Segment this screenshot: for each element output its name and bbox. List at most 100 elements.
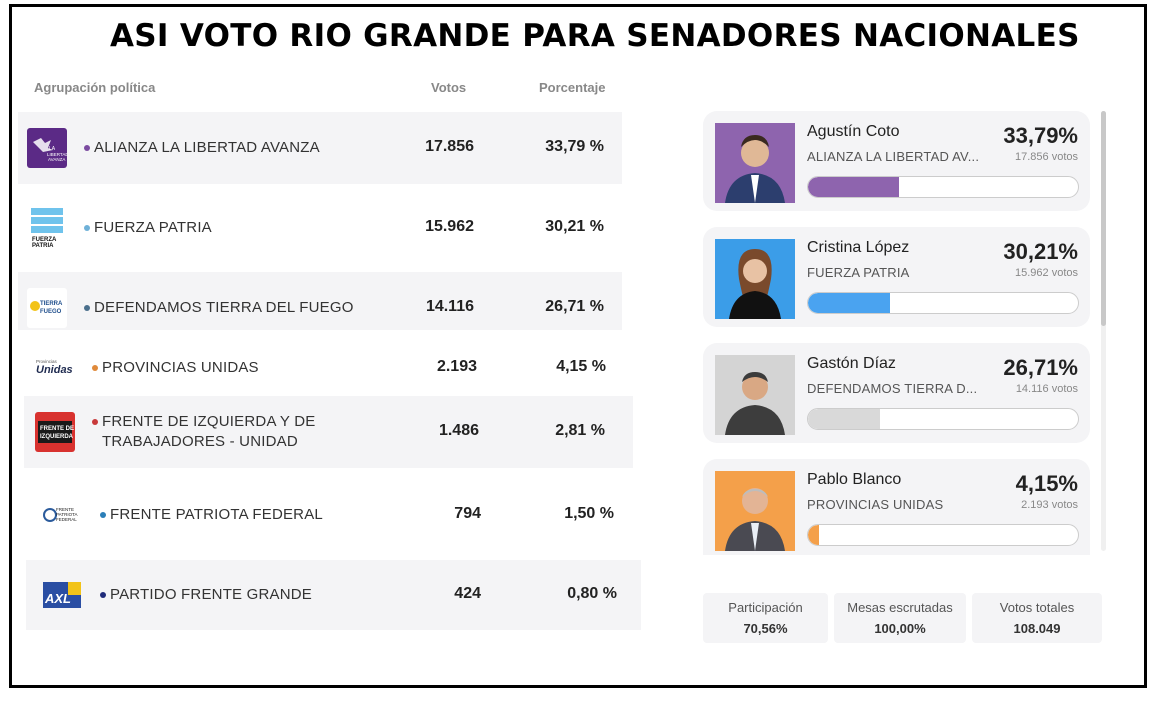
votes-column-header: Votos [431,80,467,95]
svg-text:LIBERTAD: LIBERTAD [47,152,67,157]
stat-label: Votos totales [999,600,1075,615]
candidate-photo [715,239,795,319]
candidate-name: Cristina López [807,239,910,256]
party-name: FUERZA PATRIA [94,219,212,236]
candidate-percent: 30,21% [1003,239,1078,264]
candidate-card[interactable]: Agustín Coto ALIANZA LA LIBERTAD AV... 3… [703,111,1090,211]
candidate-votes: 14.116 votos [1015,383,1078,395]
percent-column-header: Porcentaje [539,80,606,95]
party-percent: 26,71 % [545,298,604,315]
candidate-card[interactable]: Gastón Díaz DEFENDAMOS TIERRA D... 26,71… [703,343,1090,443]
candidate-photo [715,471,795,551]
stat-label: Participación [728,600,803,615]
svg-text:AXL: AXL [44,591,71,606]
page-title: ASI VOTO RIO GRANDE PARA SENADORES NACIO… [110,18,1080,54]
party-votes: 14.116 [425,298,474,315]
table-row[interactable] [26,560,641,630]
party-logo: TIERRA FUEGO [27,288,67,328]
candidate-photo [715,355,795,435]
table-row[interactable] [24,396,633,468]
party-color-dot [92,365,98,371]
candidates-scrollbar[interactable] [1101,111,1106,551]
svg-text:FUERZA: FUERZA [32,237,57,243]
party-color-dot [84,305,90,311]
party-percent: 0,80 % [567,585,617,602]
candidate-progress-fill [808,177,900,197]
party-name: PARTIDO FRENTE GRANDE [110,586,312,603]
svg-text:PATRIOTA: PATRIOTA [56,512,78,517]
total-votes-stat: Votos totales 108.049 [972,593,1102,643]
candidate-percent: 26,71% [1003,355,1078,380]
candidate-party: ALIANZA LA LIBERTAD AV... [807,149,980,164]
party-logo: AXL [42,575,82,615]
candidate-progress-fill [808,525,820,545]
candidate-progress-bar [807,176,1079,198]
candidate-name: Gastón Díaz [807,355,896,372]
candidate-party: PROVINCIAS UNIDAS [807,497,944,512]
candidate-name: Agustín Coto [807,123,900,140]
party-percent: 4,15 % [556,358,606,375]
stat-value: 100,00% [874,621,926,636]
party-percent: 30,21 % [545,218,604,235]
party-votes: 1.486 [438,422,479,439]
party-logo: Provincias Unidas [35,348,75,388]
party-votes: 2.193 [436,358,477,375]
party-color-dot [100,592,106,598]
scrollbar-thumb[interactable] [1101,111,1106,326]
candidate-votes: 2.193 votos [1021,499,1078,511]
candidate-percent: 33,79% [1003,123,1078,148]
party-column-header: Agrupación política [34,80,156,95]
party-logo: LA LIBERTAD AVANZA [27,128,67,168]
party-color-dot [84,145,90,151]
party-name: FRENTE PATRIOTA FEDERAL [110,506,323,523]
party-color-dot [92,419,98,425]
stat-value: 70,56% [743,621,788,636]
party-votes: 17.856 [425,138,474,155]
table-row[interactable] [18,112,622,184]
party-percent: 1,50 % [564,505,614,522]
svg-text:TIERRA: TIERRA [40,301,63,307]
participation-stat: Participación 70,56% [703,593,828,643]
candidate-photo [715,123,795,203]
svg-text:Unidas: Unidas [36,364,73,376]
party-votes: 794 [454,505,481,522]
candidate-card[interactable]: Cristina López FUERZA PATRIA 30,21% 15.9… [703,227,1090,327]
stat-value: 108.049 [1013,621,1061,636]
party-percent: 2,81 % [555,422,605,439]
svg-text:LA: LA [49,146,56,152]
candidate-progress-bar [807,408,1079,430]
party-logo: FUERZA PATRIA [27,207,67,248]
candidate-name: Pablo Blanco [807,471,902,488]
party-color-dot [100,512,106,518]
party-name: ALIANZA LA LIBERTAD AVANZA [94,139,320,156]
party-votes: 15.962 [425,218,474,235]
candidate-percent: 4,15% [1015,471,1078,496]
party-name: FRENTE DE IZQUIERDA Y DE [102,413,316,430]
svg-text:Provincias: Provincias [36,359,58,364]
table-row[interactable] [18,272,622,330]
svg-text:FRENTE: FRENTE [56,507,74,512]
party-name: PROVINCIAS UNIDAS [102,359,259,376]
candidate-votes: 17.856 votos [1015,151,1078,163]
candidate-party: FUERZA PATRIA [807,265,910,280]
candidate-progress-fill [808,293,890,313]
svg-text:IZQUIERDA: IZQUIERDA [40,434,74,440]
party-votes: 424 [454,585,481,602]
svg-text:FRENTE DE: FRENTE DE [40,426,74,432]
candidate-card[interactable]: Pablo Blanco PROVINCIAS UNIDAS 4,15% 2.1… [703,459,1090,555]
party-percent: 33,79 % [545,138,604,155]
candidate-progress-bar [807,292,1079,314]
candidate-party: DEFENDAMOS TIERRA D... [807,381,978,396]
party-color-dot [84,225,90,231]
svg-text:FEDERAL: FEDERAL [56,517,77,522]
svg-text:PATRIA: PATRIA [32,243,54,248]
stat-label: Mesas escrutadas [847,600,953,615]
svg-text:FUEGO: FUEGO [40,309,62,315]
svg-text:AVANZA: AVANZA [48,157,65,162]
party-name-line2: TRABAJADORES - UNIDAD [102,433,298,450]
party-logo: FRENTE PATRIOTA FEDERAL [42,495,82,535]
tables-counted-stat: Mesas escrutadas 100,00% [834,593,966,643]
candidate-progress-bar [807,524,1079,546]
party-logo: FRENTE DE IZQUIERDA [35,412,75,452]
candidate-votes: 15.962 votos [1015,267,1078,279]
